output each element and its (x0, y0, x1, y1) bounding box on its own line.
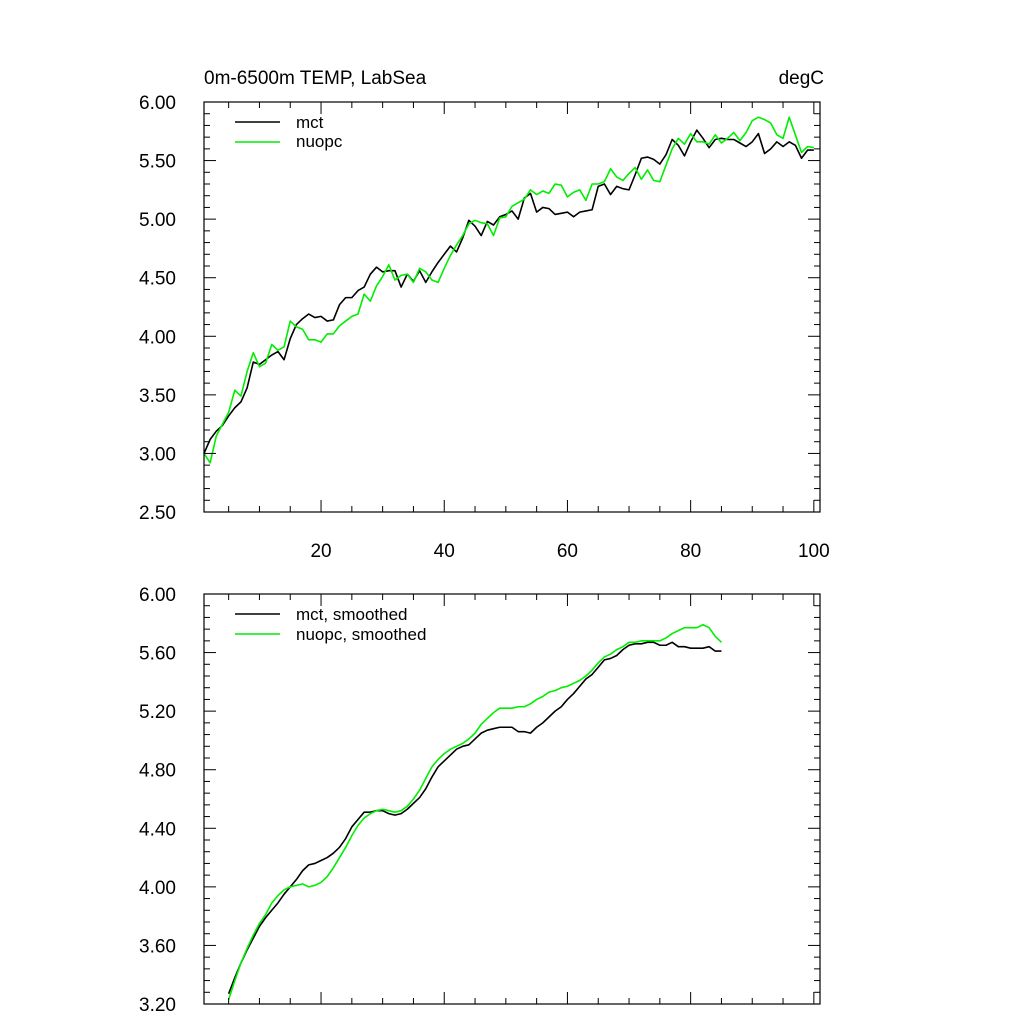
bottom-plot-frame (203, 593, 821, 1005)
bottom-ytick-label: 3.20 (139, 995, 176, 1016)
top-ytick-label: 6.00 (139, 93, 176, 114)
bottom-ytick-label: 4.80 (139, 761, 176, 782)
top-ytick-label: 5.50 (139, 152, 176, 173)
bottom-panel: 3.20 3.60 4.00 4.40 4.80 5.20 5.60 6.00 mct, sm… (139, 585, 821, 1016)
series-line-nuopc-smoothed (227, 623, 722, 1000)
series-line-mct-smoothed (227, 641, 722, 995)
chart-title: 0m-6500m TEMP, LabSea (204, 68, 427, 89)
bottom-ytick-label: 4.00 (139, 878, 176, 899)
legend-label-nuopc-smoothed: nuopc, smoothed (296, 625, 426, 644)
top-ytick-label: 5.00 (139, 210, 176, 231)
top-series-group (203, 116, 814, 464)
top-ytick-label: 3.50 (139, 386, 176, 407)
top-ytick-label: 2.50 (139, 503, 176, 524)
bottom-legend: mct, smoothed nuopc, smoothed (235, 605, 426, 644)
top-ytick-label: 4.50 (139, 269, 176, 290)
top-xtick-label: 80 (680, 541, 701, 562)
bottom-ytick-label: 5.60 (139, 644, 176, 665)
legend-label-mct: mct (296, 113, 324, 132)
legend-label-nuopc: nuopc (296, 132, 343, 151)
bottom-ytick-label: 5.20 (139, 702, 176, 723)
top-xtick-label: 40 (434, 541, 455, 562)
top-ytick-label: 3.00 (139, 444, 176, 465)
top-xtick-label: 100 (798, 541, 830, 562)
top-legend: mct nuopc (235, 113, 343, 151)
bottom-series-group (227, 623, 722, 1000)
bottom-ytick-label: 6.00 (139, 585, 176, 606)
bottom-ytick-label: 3.60 (139, 936, 176, 957)
series-line-nuopc (203, 116, 814, 464)
top-xtick-label: 20 (310, 541, 331, 562)
units-label: degC (779, 68, 824, 89)
top-panel: 0m-6500m TEMP, LabSea degC 2.50 3.00 3.50 4… (139, 68, 830, 562)
top-plot-frame (203, 101, 821, 513)
top-ytick-label: 4.00 (139, 327, 176, 348)
top-xtick-label: 60 (557, 541, 578, 562)
top-axis-ticks: 2.50 3.00 3.50 4.00 4.50 5.00 5.50 6.00 20 40 60 80… (139, 93, 830, 562)
bottom-ytick-label: 4.40 (139, 819, 176, 840)
legend-label-mct-smoothed: mct, smoothed (296, 605, 408, 624)
